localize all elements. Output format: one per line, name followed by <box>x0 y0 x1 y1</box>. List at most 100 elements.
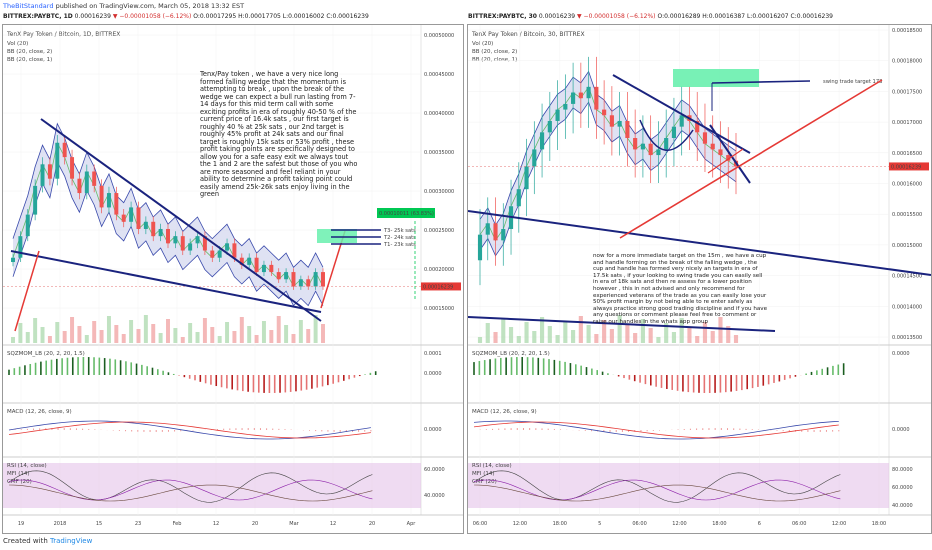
candle-body <box>625 120 630 139</box>
volume-bar <box>136 329 141 343</box>
swing-target-box <box>673 69 759 87</box>
volume-bar <box>679 318 684 343</box>
right-annotation: now for a more immediate target on the 1… <box>593 253 768 325</box>
left-chart-panel[interactable]: TenX Pay Token / Bitcoin, 1D, BITTREX Vol… <box>2 24 464 534</box>
brand-name[interactable]: TheBitStandard <box>3 2 54 10</box>
right-chart-svg[interactable]: TenX Pay Token / Bitcoin, 30, BITTREX Vol… <box>468 25 931 533</box>
volume-bar <box>485 323 490 343</box>
legend-item: BB (20, close, 1) <box>472 57 517 63</box>
candle-body <box>180 236 185 251</box>
left-chart-svg[interactable]: TenX Pay Token / Bitcoin, 1D, BITTREX Vol… <box>3 25 463 533</box>
candle-body <box>563 103 568 110</box>
candle-body <box>276 272 281 280</box>
candle-body <box>493 223 498 241</box>
volume-bar <box>247 326 252 343</box>
rsi-line <box>8 470 373 503</box>
volume-bar <box>143 315 148 343</box>
volume-bar <box>47 336 52 343</box>
rsi-tick-label: 80.0000 <box>892 467 913 473</box>
volume-bar <box>477 337 483 343</box>
volume-bar <box>239 317 244 343</box>
candle-body <box>151 221 156 237</box>
candle-body <box>477 234 483 261</box>
candle-body <box>47 164 52 179</box>
volume-bar <box>180 337 185 343</box>
volume-bar <box>516 336 521 343</box>
candle-body <box>485 223 490 235</box>
volume-bar <box>648 328 653 343</box>
target-zone-box <box>317 229 357 243</box>
candle-body <box>555 109 560 121</box>
rsi-band <box>3 463 421 508</box>
volume-bar <box>617 315 622 343</box>
tradingview-logo[interactable]: TradingView <box>50 537 93 545</box>
x-tick-label: Mar <box>289 521 299 527</box>
sqz-indicator-label: SQZMOM_LB (20, 2, 20, 1.5) <box>472 351 550 357</box>
candle-body <box>166 228 170 244</box>
candle-body <box>671 126 677 139</box>
x-tick-label: 15 <box>96 521 102 527</box>
y-tick-label: 0.00018500 <box>892 28 922 34</box>
volume-bar <box>733 335 739 343</box>
long-support-line <box>468 210 931 276</box>
x-tick-label: 18:00 <box>553 521 567 527</box>
x-tick-label: Apr <box>407 521 417 527</box>
right-chart-panel[interactable]: TenX Pay Token / Bitcoin, 30, BITTREX Vol… <box>467 24 932 534</box>
volume-bar <box>555 335 560 343</box>
y-tick-label: 0.00025000 <box>424 228 454 234</box>
volume-bar <box>687 327 692 343</box>
left-symbol: BITTREX:PAYBTC, 1D <box>3 13 73 20</box>
macd-indicator-label: MACD (12, 26, close, 9) <box>7 409 72 415</box>
candle-body <box>702 132 708 144</box>
footer-created: Created with <box>3 537 48 545</box>
candle-body <box>532 149 537 167</box>
volume-bar <box>710 331 715 343</box>
candle-body <box>726 155 731 161</box>
volume-bar <box>609 329 614 343</box>
candle-body <box>55 142 60 179</box>
x-tick-label: 12:00 <box>513 521 527 527</box>
candle-body <box>306 279 311 287</box>
footer: Created with TradingView <box>3 537 92 545</box>
volume-bar <box>202 318 207 343</box>
right-price: 0.00016239 <box>538 13 576 20</box>
wedge-upper-trendline <box>40 118 322 322</box>
candle-body <box>217 250 222 258</box>
volume-bar <box>547 326 552 343</box>
candle-body <box>254 257 259 273</box>
volume-bar <box>25 332 30 343</box>
legend-item: BB (20, close, 1) <box>7 57 52 63</box>
chart-title: TenX Pay Token / Bitcoin, 30, BITTREX <box>471 31 585 38</box>
ascending-red-line <box>619 79 883 239</box>
y-tick-label: 0.00015500 <box>892 212 922 218</box>
cmf-label: CMF (20) <box>472 479 497 485</box>
volume-bar <box>508 327 514 343</box>
mfi-line <box>8 479 373 501</box>
volume-bar <box>539 317 545 343</box>
candle-body <box>609 115 614 127</box>
volume-bar <box>695 336 700 343</box>
cmf-line <box>473 484 841 502</box>
y-tick-label: 0.00045000 <box>424 72 454 78</box>
x-tick-label: 20 <box>252 521 258 527</box>
gain-label: 0.00010011 (63.83%) <box>379 211 434 217</box>
candle-body <box>173 236 178 244</box>
candle-body <box>121 214 126 222</box>
volume-bar <box>114 325 119 343</box>
macd-signal-line <box>8 421 371 439</box>
volume-bar <box>188 323 193 343</box>
y-tick-label: 0.00016000 <box>892 182 922 188</box>
candle-body <box>70 157 75 179</box>
volume-bar <box>210 327 215 343</box>
volume-bar <box>129 320 134 343</box>
candle-body <box>269 264 274 273</box>
candle-body <box>210 250 215 258</box>
candle-body <box>247 257 252 265</box>
rsi-label: RSI (14, close) <box>472 463 512 469</box>
y-tick-label: 0.00017500 <box>892 89 922 95</box>
macd-indicator-label: MACD (12, 26, close, 9) <box>472 409 537 415</box>
bollinger-lower <box>479 101 737 257</box>
candle-body <box>195 236 200 244</box>
candle-body <box>710 143 715 150</box>
price-tag-label: 0.00016239 <box>423 284 453 290</box>
